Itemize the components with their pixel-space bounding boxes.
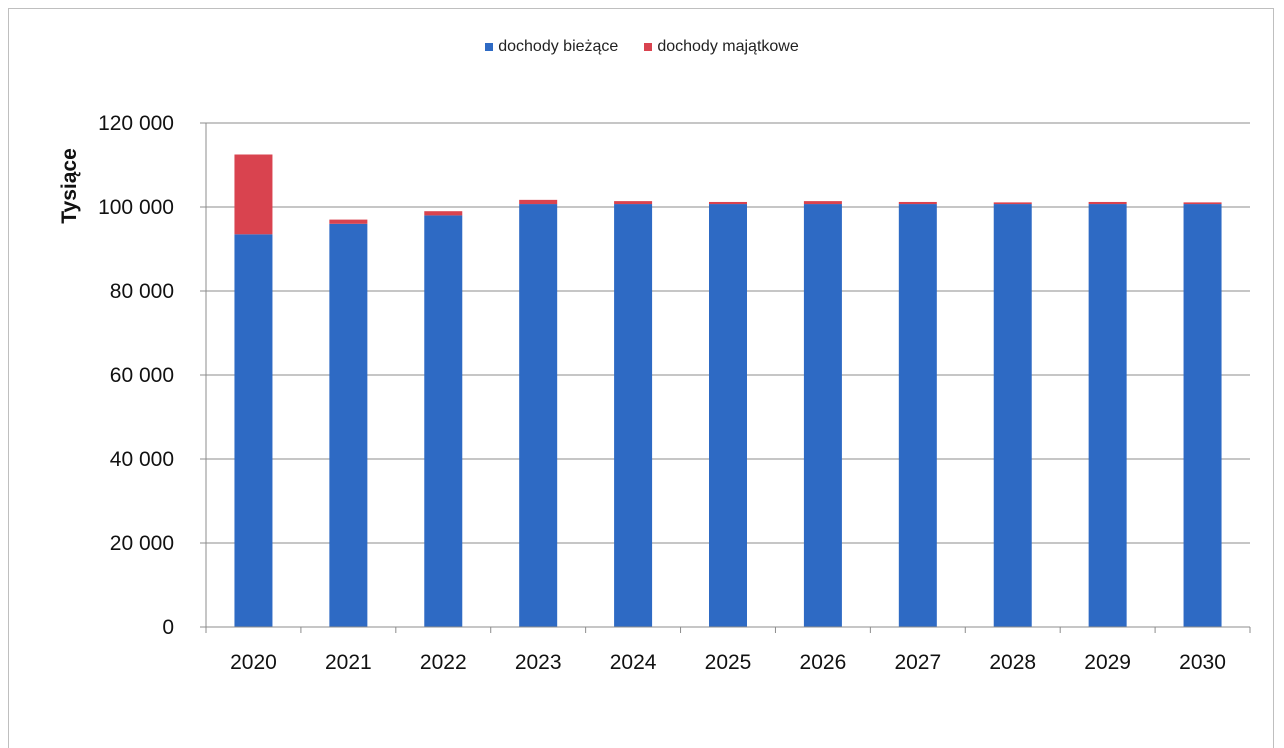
y-tick-label: 60 000 [110,364,174,387]
bar-property-income [519,199,558,205]
y-tick-label: 20 000 [110,532,174,555]
bar-property-income [709,201,747,205]
x-tick-label: 2023 [515,651,562,674]
legend-swatch-current-income [485,43,494,51]
x-tick-label: 2024 [610,651,657,674]
y-tick-label: 120 000 [98,112,174,135]
bar-property-income [1183,202,1222,205]
legend-swatch-property-income [644,43,653,51]
bar-current-income [803,204,842,627]
axes: 0 20 000 40 000 60 000 80 000 100 000 120 000 2… [98,112,1251,674]
bar-current-income [993,204,1032,627]
bar-current-income [424,215,463,627]
bar-current-income [1088,204,1127,627]
x-tick-label: 2030 [1179,651,1226,674]
x-tick-label: 2020 [230,651,277,674]
bar-current-income [709,204,747,627]
x-tick-label: 2021 [325,651,372,674]
bar-property-income [803,201,842,205]
bar-property-income [993,202,1032,205]
legend-item-current-income: dochody bieżące [485,38,618,56]
y-tick-label: 100 000 [98,196,174,219]
bar-property-income [898,201,937,205]
legend-label-current-income: dochody bieżące [498,38,619,55]
y-axis-title: Tysiące [58,148,81,224]
bar-property-income [424,211,463,216]
x-tick-label: 2029 [1084,651,1131,674]
bars [234,154,1222,628]
y-tick-label: 0 [162,616,174,639]
x-tick-label: 2026 [800,651,847,674]
bar-property-income [329,219,368,224]
bar-current-income [898,204,937,627]
bar-current-income [614,204,653,627]
x-tick-label: 2025 [705,651,752,674]
y-tick-label: 40 000 [110,448,174,471]
x-tick-label: 2027 [894,651,941,674]
legend-item-property-income: dochody majątkowe [644,38,799,56]
legend-label-property-income: dochody majątkowe [657,38,799,55]
y-tick-label: 80 000 [110,280,174,303]
bar-current-income [234,234,273,628]
bar-property-income [1088,201,1127,205]
bar-current-income [519,204,558,627]
bar-current-income [1183,204,1222,627]
bar-property-income [614,201,653,205]
x-tick-label: 2022 [420,651,467,674]
bar-property-income [234,154,273,235]
bar-current-income [329,223,368,628]
x-tick-label: 2028 [989,651,1036,674]
legend: dochody bieżące dochody majątkowe [0,38,1284,56]
